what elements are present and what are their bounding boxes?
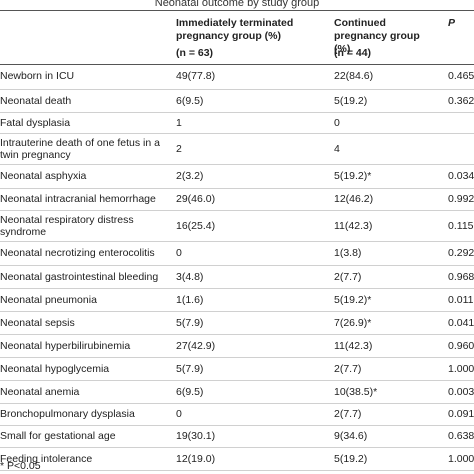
table-row: Neonatal asphyxia 2(3.2) 5(19.2)* 0.034 (0, 164, 474, 189)
footnote: * P<0.05 (0, 460, 41, 472)
row-label: Bronchopulmonary dysplasia (0, 403, 176, 426)
cell-continued: 1(3.8) (334, 241, 448, 266)
cell-immediate: 0 (176, 403, 334, 426)
col-header-p: P (448, 17, 456, 29)
row-label: Neonatal sepsis (0, 311, 176, 335)
cell-p (448, 112, 474, 134)
cell-continued: 9(34.6) (334, 425, 448, 448)
cell-immediate: 49(77.8) (176, 64, 334, 90)
cell-p: 0.992 (448, 188, 474, 211)
cell-continued: 5(19.2)* (334, 164, 448, 189)
cell-p: 0.638 (448, 425, 474, 448)
cell-continued: 12(46.2) (334, 188, 448, 211)
table-row: Neonatal death 6(9.5) 5(19.2) 0.362 (0, 89, 474, 113)
cell-immediate: 16(25.4) (176, 210, 334, 242)
row-label: Intrauterine death of one fetus in a twi… (0, 133, 176, 165)
row-label: Neonatal intracranial hemorrhage (0, 188, 176, 211)
table-row: Neonatal gastrointestinal bleeding 3(4.8… (0, 265, 474, 289)
cell-immediate: 2 (176, 133, 334, 165)
table-row: Neonatal anemia 6(9.5) 10(38.5)* 0.003 (0, 380, 474, 404)
row-label: Neonatal anemia (0, 380, 176, 404)
cell-continued: 2(7.7) (334, 403, 448, 426)
cell-immediate: 6(9.5) (176, 89, 334, 113)
cell-immediate: 19(30.1) (176, 425, 334, 448)
cell-continued: 22(84.6) (334, 64, 448, 90)
row-label: Fatal dysplasia (0, 112, 176, 134)
table-caption: Neonatal outcome by study group (154, 0, 320, 9)
cell-p (448, 133, 474, 165)
cell-continued: 0 (334, 112, 448, 134)
cell-p: 0.362 (448, 89, 474, 113)
cell-p: 0.011 (448, 288, 474, 312)
row-label: Neonatal gastrointestinal bleeding (0, 265, 176, 289)
table-row: Newborn in ICU 49(77.8) 22(84.6) 0.465 (0, 64, 474, 90)
row-label: Neonatal asphyxia (0, 164, 176, 189)
cell-continued: 7(26.9)* (334, 311, 448, 335)
cell-immediate: 1(1.6) (176, 288, 334, 312)
cell-p: 0.292 (448, 241, 474, 266)
row-label: Feeding intolerance (0, 447, 176, 471)
cell-continued: 2(7.7) (334, 265, 448, 289)
cell-continued: 4 (334, 133, 448, 165)
top-rule (0, 10, 474, 11)
n-immediate: (n = 63) (176, 47, 214, 59)
cell-immediate: 5(7.9) (176, 357, 334, 381)
cell-p: 0.115 (448, 210, 474, 242)
table-row: Fatal dysplasia 1 0 (0, 112, 474, 134)
table-row: Neonatal pneumonia 1(1.6) 5(19.2)* 0.011 (0, 288, 474, 312)
cell-p: 0.960 (448, 334, 474, 358)
table-row: Neonatal hypoglycemia 5(7.9) 2(7.7) 1.00… (0, 357, 474, 381)
row-label: Neonatal respiratory distress syndrome (0, 210, 176, 242)
table-row: Neonatal respiratory distress syndrome 1… (0, 210, 474, 242)
row-label: Neonatal hypoglycemia (0, 357, 176, 381)
cell-p: 0.968 (448, 265, 474, 289)
table-row: Feeding intolerance 12(19.0) 5(19.2) 1.0… (0, 447, 474, 471)
cell-immediate: 6(9.5) (176, 380, 334, 404)
row-label: Neonatal pneumonia (0, 288, 176, 312)
row-label: Neonatal death (0, 89, 176, 113)
row-label: Small for gestational age (0, 425, 176, 448)
cell-p: 0.041 (448, 311, 474, 335)
table-header: Immediately terminated pregnancy group (… (0, 11, 474, 64)
cell-p: 0.091 (448, 403, 474, 426)
table-row: Bronchopulmonary dysplasia 0 2(7.7) 0.09… (0, 403, 474, 426)
cell-continued: 5(19.2) (334, 89, 448, 113)
row-label: Neonatal hyperbilirubinemia (0, 334, 176, 358)
col-header-continued: Continued pregnancy group (%) (334, 17, 420, 55)
cell-p: 0.003 (448, 380, 474, 404)
row-label: Newborn in ICU (0, 64, 176, 90)
table-row: Neonatal hyperbilirubinemia 27(42.9) 11(… (0, 334, 474, 358)
cell-immediate: 2(3.2) (176, 164, 334, 189)
cell-p: 0.465 (448, 64, 474, 90)
cell-immediate: 27(42.9) (176, 334, 334, 358)
cell-p: 1.000 (448, 357, 474, 381)
cell-immediate: 29(46.0) (176, 188, 334, 211)
cell-continued: 2(7.7) (334, 357, 448, 381)
col-header-immediate: Immediately terminated pregnancy group (… (176, 17, 294, 42)
cell-continued: 10(38.5)* (334, 380, 448, 404)
table-row: Neonatal necrotizing enterocolitis 0 1(3… (0, 241, 474, 266)
cell-continued: 11(42.3) (334, 334, 448, 358)
cell-immediate: 1 (176, 112, 334, 134)
cell-immediate: 12(19.0) (176, 447, 334, 471)
cell-continued: 5(19.2) (334, 447, 448, 471)
outcome-table: Newborn in ICU 49(77.8) 22(84.6) 0.465 N… (0, 64, 474, 471)
cell-continued: 11(42.3) (334, 210, 448, 242)
cell-continued: 5(19.2)* (334, 288, 448, 312)
cell-p: 1.000 (448, 447, 474, 471)
cell-immediate: 3(4.8) (176, 265, 334, 289)
cell-immediate: 5(7.9) (176, 311, 334, 335)
table-row: Intrauterine death of one fetus in a twi… (0, 133, 474, 165)
cell-immediate: 0 (176, 241, 334, 266)
n-continued: (n = 44) (334, 47, 372, 59)
table-row: Neonatal sepsis 5(7.9) 7(26.9)* 0.041 (0, 311, 474, 335)
row-label: Neonatal necrotizing enterocolitis (0, 241, 176, 266)
table-row: Neonatal intracranial hemorrhage 29(46.0… (0, 188, 474, 211)
table-row: Small for gestational age 19(30.1) 9(34.… (0, 425, 474, 448)
cell-p: 0.034 (448, 164, 474, 189)
